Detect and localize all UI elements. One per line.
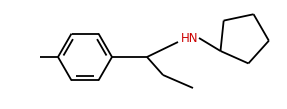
Text: HN: HN bbox=[181, 32, 199, 44]
